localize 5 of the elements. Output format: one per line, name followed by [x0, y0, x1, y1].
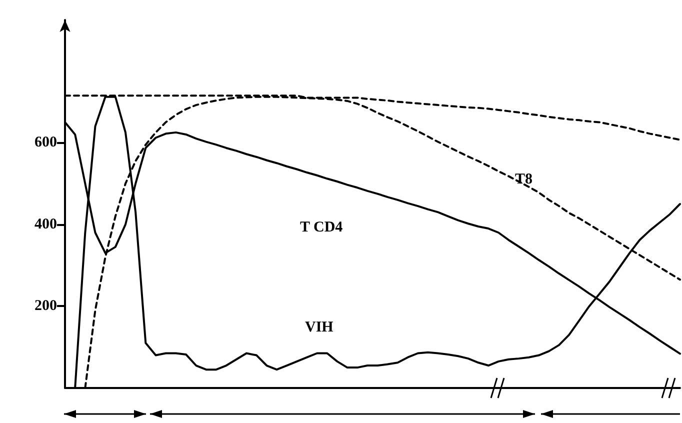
text: T CD4 — [300, 220, 344, 236]
series-label: VIH — [305, 320, 334, 336]
y-tick-label: 200 — [34, 298, 57, 314]
y-tick-label: 600 — [34, 134, 57, 151]
y-tick-label: 400 — [34, 216, 57, 232]
